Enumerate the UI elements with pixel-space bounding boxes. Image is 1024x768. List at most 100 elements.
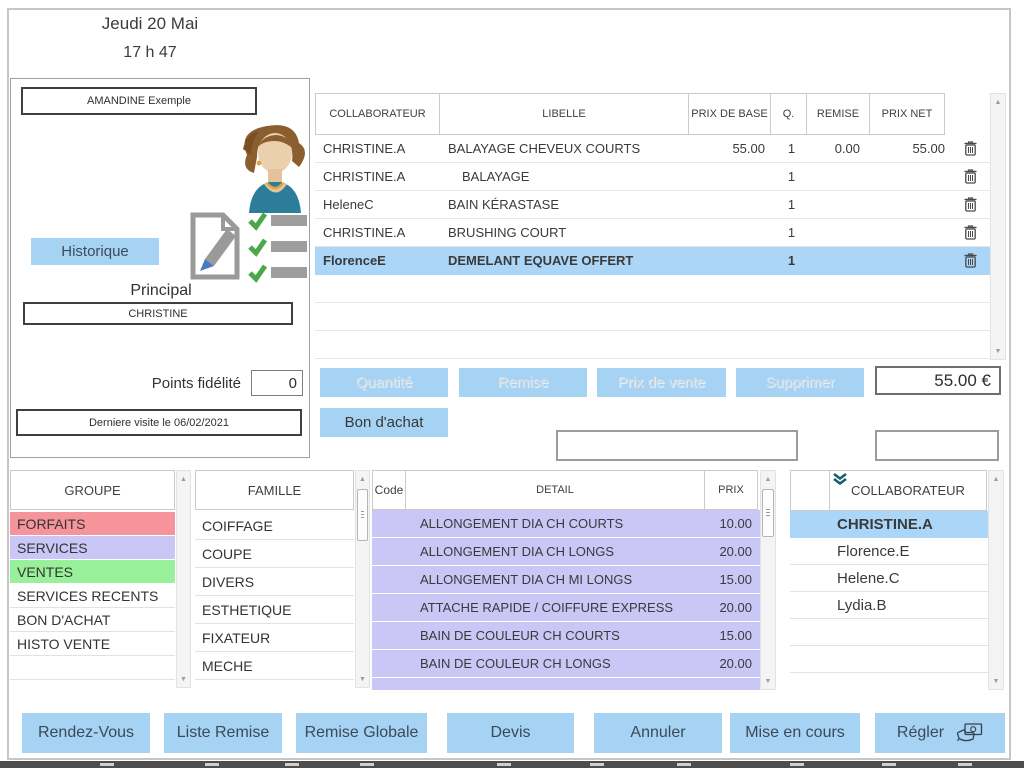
detail-scrollbar[interactable]: ▲ ▼	[760, 470, 776, 690]
groupe-item[interactable]: VENTES	[10, 560, 175, 584]
ticket-cell-prix-net	[874, 219, 950, 246]
famille-item[interactable]: MECHE	[195, 652, 354, 680]
scroll-up-icon[interactable]: ▲	[992, 475, 1000, 483]
groupe-item[interactable]: BON D'ACHAT	[10, 608, 175, 632]
collaborateur-item[interactable]: Helene.C	[790, 565, 988, 592]
detail-cell-label: ALLONGEMENT DIA CH COURTS	[420, 516, 624, 531]
footer-button-rendez-vous[interactable]: Rendez-Vous	[22, 713, 150, 753]
detail-cell-label: ALLONGEMENT DIA CH LONGS	[420, 544, 615, 559]
delete-row-button[interactable]	[950, 135, 991, 162]
discount-button[interactable]: Remise	[459, 368, 587, 397]
collaborateur-item[interactable]: Lydia.B	[790, 592, 988, 619]
last-visit-button[interactable]: Derniere visite le 06/02/2021	[16, 409, 302, 436]
groupe-item[interactable]: SERVICES	[10, 536, 175, 560]
groupe-item[interactable]: HISTO VENTE	[10, 632, 175, 656]
client-panel: AMANDINE Exemple Historique Principal CH…	[10, 78, 310, 458]
footer-button-label: Remise Globale	[304, 724, 419, 741]
ticket-cell-prix-base	[690, 191, 773, 218]
current-time: 17 h 47	[123, 44, 177, 61]
hand-money-icon	[956, 722, 983, 744]
famille-scrollbar[interactable]: ▲ ▼	[355, 470, 370, 688]
footer-button-liste-remise[interactable]: Liste Remise	[164, 713, 282, 753]
scroll-up-icon[interactable]: ▲	[764, 475, 772, 483]
famille-item[interactable]: COUPE	[195, 540, 354, 568]
scroll-down-icon[interactable]: ▼	[180, 675, 187, 683]
collaborateur-empty-row	[790, 673, 988, 690]
collaborateur-item[interactable]: Florence.E	[790, 538, 988, 565]
historique-button[interactable]: Historique	[31, 238, 159, 265]
detail-cell-code	[372, 622, 406, 649]
famille-item[interactable]: ESTHETIQUE	[195, 596, 354, 624]
principal-collaborator-field[interactable]: CHRISTINE	[23, 302, 293, 325]
delete-row-button[interactable]	[950, 247, 991, 274]
collaborateur-empty-row	[790, 646, 988, 673]
footer-button-regler[interactable]: Régler	[875, 713, 1005, 753]
sale-price-button[interactable]: Prix de vente	[597, 368, 726, 397]
detail-row[interactable]: BAIN DE COULEUR CH COURTS 15.00	[372, 622, 760, 650]
ticket-cell-remise	[810, 247, 874, 274]
trash-icon	[964, 225, 977, 240]
ticket-row[interactable]: FlorenceE DEMELANT EQUAVE OFFERT 1	[315, 247, 991, 275]
detail-cell-code	[372, 538, 406, 565]
filter-chevrons-icon[interactable]	[833, 473, 847, 485]
detail-cell-label: BAIN DE COULEUR CH LONGS	[420, 656, 611, 671]
client-name-button[interactable]: AMANDINE Exemple	[21, 87, 257, 115]
scroll-down-icon[interactable]: ▼	[359, 675, 366, 683]
scroll-down-icon[interactable]: ▼	[764, 677, 772, 685]
collaborateur-scrollbar[interactable]: ▲ ▼	[988, 470, 1004, 690]
scrollbar-thumb[interactable]	[762, 489, 774, 537]
detail-cell-label: ATTACHE RAPIDE / COIFFURE EXPRESS	[420, 600, 674, 615]
ticket-scrollbar[interactable]: ▲ ▼	[990, 93, 1006, 360]
delete-button[interactable]: Supprimer	[736, 368, 864, 397]
footer-button-mise-en-cours[interactable]: Mise en cours	[730, 713, 860, 753]
collaborateur-empty-row	[790, 619, 988, 646]
amount-input[interactable]	[875, 430, 999, 461]
detail-row[interactable]: BAIN DE COULEUR CH LONGS 20.00	[372, 650, 760, 678]
detail-header: Code DETAIL PRIX	[372, 470, 760, 510]
scroll-up-icon[interactable]: ▲	[994, 98, 1002, 106]
col-prix-de-base: PRIX DE BASE	[688, 93, 771, 135]
delete-row-button[interactable]	[950, 163, 991, 190]
scroll-up-icon[interactable]: ▲	[359, 475, 366, 483]
ticket-cell-remise	[810, 163, 874, 190]
footer-button-annuler[interactable]: Annuler	[594, 713, 722, 753]
groupe-item[interactable]: SERVICES RECENTS	[10, 584, 175, 608]
footer-button-remise-globale[interactable]: Remise Globale	[296, 713, 427, 753]
scroll-down-icon[interactable]: ▼	[994, 347, 1002, 355]
detail-row[interactable]: ATTACHE RAPIDE / COIFFURE EXPRESS 20.00	[372, 594, 760, 622]
trash-icon	[964, 169, 977, 184]
detail-row[interactable]: ALLONGEMENT DIA CH COURTS 10.00	[372, 510, 760, 538]
detail-row[interactable]	[372, 678, 760, 690]
cutoff-ui-fragment	[205, 763, 219, 766]
groupe-scrollbar[interactable]: ▲ ▼	[176, 470, 191, 688]
note-input[interactable]	[556, 430, 798, 461]
quantity-button[interactable]: Quantité	[320, 368, 448, 397]
cutoff-ui-fragment	[958, 763, 972, 766]
groupe-item[interactable]: FORFAITS	[10, 512, 175, 536]
detail-row[interactable]: ALLONGEMENT DIA CH LONGS 20.00	[372, 538, 760, 566]
delete-row-button[interactable]	[950, 219, 991, 246]
ticket-row[interactable]: CHRISTINE.A BALAYAGE CHEVEUX COURTS 55.00 1…	[315, 135, 991, 163]
footer-button-label: Régler	[896, 724, 945, 741]
detail-row[interactable]: ALLONGEMENT DIA CH MI LONGS 15.00	[372, 566, 760, 594]
voucher-button[interactable]: Bon d'achat	[320, 408, 448, 437]
ticket-row[interactable]: CHRISTINE.A BALAYAGE 1	[315, 163, 991, 191]
scrollbar-thumb[interactable]	[357, 489, 368, 541]
scroll-down-icon[interactable]: ▼	[992, 677, 1000, 685]
ticket-row[interactable]: CHRISTINE.A BRUSHING COURT 1	[315, 219, 991, 247]
cutoff-ui-fragment	[497, 763, 511, 766]
famille-item[interactable]: COIFFAGE	[195, 512, 354, 540]
famille-item[interactable]: DIVERS	[195, 568, 354, 596]
ticket-row[interactable]: HeleneC BAIN KÉRASTASE 1	[315, 191, 991, 219]
delete-row-button[interactable]	[950, 191, 991, 218]
checklist-icon[interactable]	[247, 209, 307, 285]
ticket-cell-prix-net	[874, 247, 950, 274]
cutoff-ui-fragment	[360, 763, 374, 766]
scroll-up-icon[interactable]: ▲	[180, 475, 187, 483]
footer-button-devis[interactable]: Devis	[447, 713, 574, 753]
ticket-empty-row	[315, 275, 991, 303]
edit-note-icon[interactable]	[189, 211, 241, 281]
detail-cell-prix: 15.00	[719, 572, 752, 587]
collaborateur-item[interactable]: CHRISTINE.A	[790, 511, 988, 538]
famille-item[interactable]: FIXATEUR	[195, 624, 354, 652]
